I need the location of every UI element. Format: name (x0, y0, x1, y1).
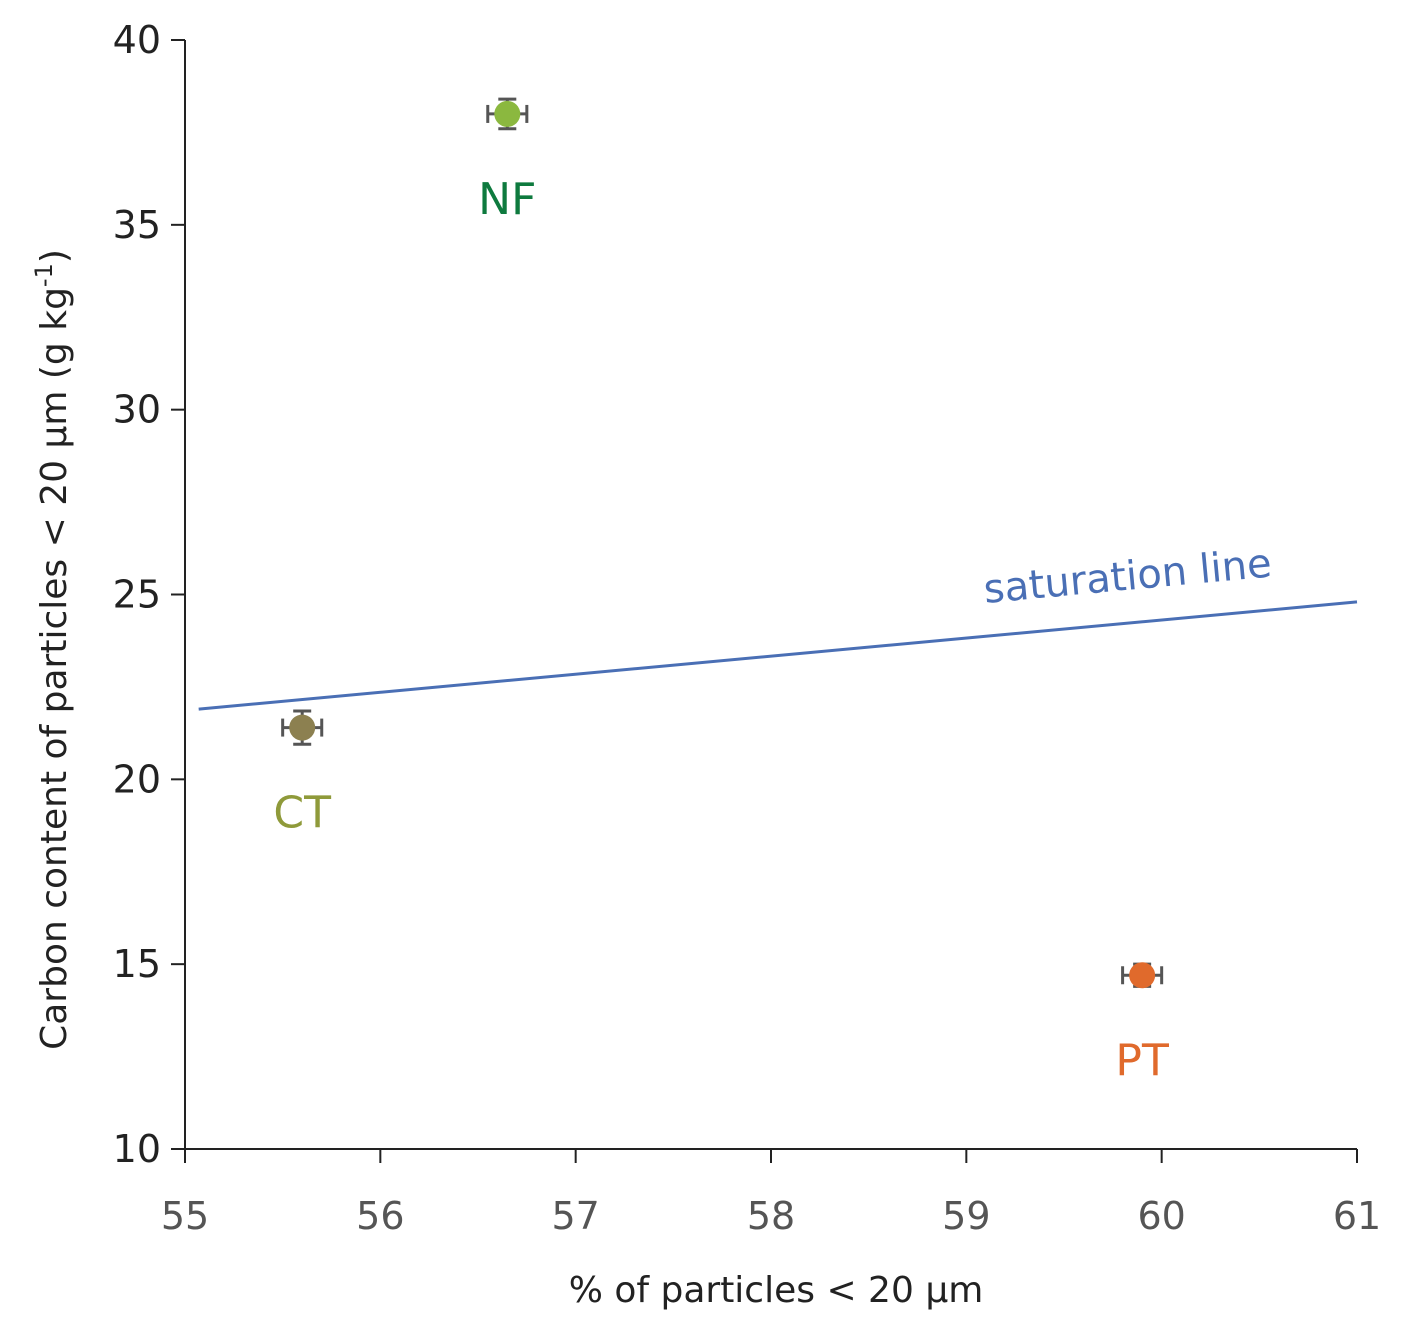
y-axis-title-main: Carbon content of particles < 20 µm (g k… (34, 287, 75, 1050)
x-axis-title: % of particles < 20 µm (569, 1270, 984, 1311)
y-tick-label: 25 (113, 573, 161, 617)
data-point-nf: NF (478, 97, 536, 225)
x-tick-label: 57 (551, 1194, 599, 1238)
saturation-line-group: saturation line (198, 541, 1358, 711)
x-tick-label: 60 (1137, 1194, 1185, 1238)
y-tick-label: 30 (113, 388, 161, 432)
saturation-line-label: saturation line (982, 541, 1274, 613)
y-tick-label: 15 (113, 942, 161, 986)
point-label: NF (478, 174, 536, 225)
x-tick-label: 61 (1333, 1194, 1381, 1238)
x-tick-label: 55 (161, 1194, 209, 1238)
x-tick-label: 56 (356, 1194, 404, 1238)
y-tick-label: 40 (113, 18, 161, 62)
y-tick-label: 10 (113, 1127, 161, 1171)
saturation-line (198, 600, 1358, 711)
x-tick-label: 59 (942, 1194, 990, 1238)
y-axis-title: Carbon content of particles < 20 µm (g k… (30, 249, 75, 1050)
point-label: CT (273, 788, 331, 839)
x-tick-label: 58 (747, 1194, 795, 1238)
y-tick-label: 20 (113, 757, 161, 801)
point-marker (494, 100, 521, 127)
data-point-pt: PT (1115, 962, 1169, 1086)
y-axis-title-superscript: -1 (30, 263, 58, 287)
point-marker (289, 714, 316, 741)
y-axis-title-suffix: ) (34, 249, 75, 263)
point-label: PT (1115, 1035, 1169, 1086)
axes: 10 15 20 25 30 35 40 55 56 57 58 59 60 61 (113, 18, 1382, 1238)
point-marker (1129, 962, 1156, 989)
data-point-ct: CT (273, 709, 331, 839)
data-points: NF CT PT (273, 97, 1169, 1086)
y-tick-label: 35 (113, 203, 161, 247)
